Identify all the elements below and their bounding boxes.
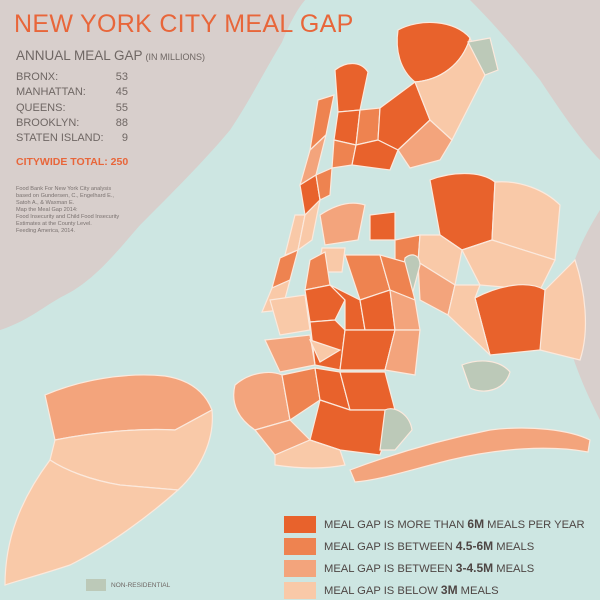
stat-value: 53 xyxy=(115,71,128,83)
borough-stats: BRONX: 53 MANHATTAN: 45 QUEENS: 55 BROOKLYN… xyxy=(16,70,128,146)
queens-south-b xyxy=(447,284,492,357)
citywide-total: CITYWIDE TOTAL: 250 xyxy=(16,156,129,168)
source-line: Food Bank For New York City analysis xyxy=(16,186,112,192)
legend-label: MEAL GAP IS BETWEEN 4.5-6M MEALS xyxy=(324,539,534,553)
bronx-soundview xyxy=(397,119,453,169)
queens-east xyxy=(539,258,587,361)
source-line: based on Gundersen, C., Engelhard E., xyxy=(16,193,114,199)
bronx xyxy=(331,21,499,171)
legend-swatch xyxy=(284,537,316,555)
source-citation: Food Bank For New York City analysis bas… xyxy=(16,186,141,235)
stat-value: 9 xyxy=(121,132,128,145)
map-subtitle: ANNUAL MEAL GAP (IN MILLIONS) xyxy=(16,48,205,63)
stat-value: 88 xyxy=(115,116,128,129)
staten-island-south xyxy=(4,459,180,586)
legend-suffix: MEALS xyxy=(457,585,499,597)
source-line: Food Insecurity and Child Food Insecurit… xyxy=(16,214,120,220)
legend-item: MEAL GAP IS BELOW 3M MEALS xyxy=(284,579,585,600)
hudson-river xyxy=(245,0,350,250)
legend-suffix: MEALS xyxy=(493,563,535,575)
legend-prefix: MEAL GAP IS MORE THAN xyxy=(324,519,468,531)
stat-name: STATEN ISLAND: xyxy=(16,132,104,145)
stat-row-staten-island: STATEN ISLAND: 9 xyxy=(16,131,128,146)
staten-island xyxy=(4,374,213,586)
queens-jackson-heights xyxy=(369,211,396,241)
legend-swatch xyxy=(284,515,316,533)
stat-name: QUEENS: xyxy=(16,101,66,114)
brooklyn xyxy=(233,247,421,469)
bronx-riverdale xyxy=(334,62,369,113)
stat-row-manhattan: MANHATTAN: 45 xyxy=(16,85,128,100)
legend-suffix: MEALS PER YEAR xyxy=(484,519,585,531)
new-jersey-land xyxy=(0,0,305,330)
brooklyn-canarsie xyxy=(384,329,421,376)
stat-row-brooklyn: BROOKLYN: 88 xyxy=(16,116,128,131)
non-residential-key: NON-RESIDENTIAL xyxy=(86,579,170,591)
source-line: Map the Meal Gap 2014: xyxy=(16,207,78,213)
stat-name: BRONX: xyxy=(16,71,59,83)
queens-astoria xyxy=(319,202,366,246)
brooklyn-park-slope xyxy=(269,294,311,336)
legend-swatch xyxy=(284,559,316,577)
legend-prefix: MEAL GAP IS BETWEEN xyxy=(324,563,456,575)
stat-name: MANHATTAN: xyxy=(16,86,86,99)
brooklyn-sunset-park xyxy=(264,334,316,373)
bronx-east xyxy=(414,36,486,141)
brooklyn-park-nonres xyxy=(379,408,413,451)
non-residential-label: NON-RESIDENTIAL xyxy=(111,581,171,589)
subtitle-unit: (IN MILLIONS) xyxy=(145,52,206,62)
bronx-south-b xyxy=(351,139,399,171)
manhattan-east-harlem xyxy=(315,167,333,201)
stat-row-bronx: BRONX: 53 xyxy=(16,70,128,85)
queens-rockaway xyxy=(349,427,591,483)
non-residential-swatch xyxy=(86,579,106,591)
manhattan xyxy=(261,94,335,313)
stat-value: 55 xyxy=(115,101,128,114)
brooklyn-kensington xyxy=(308,338,342,363)
legend-item: MEAL GAP IS MORE THAN 6M MEALS PER YEAR xyxy=(284,513,585,535)
legend-bold: 4.5-6M xyxy=(455,539,494,553)
legend: MEAL GAP IS MORE THAN 6M MEALS PER YEAR … xyxy=(284,513,585,600)
westchester-land xyxy=(470,0,600,160)
queens-bayside xyxy=(491,181,561,261)
legend-bold: 3M xyxy=(440,583,458,597)
legend-label: MEAL GAP IS MORE THAN 6M MEALS PER YEAR xyxy=(324,517,585,531)
bronx-west-b xyxy=(355,107,381,146)
stat-value: 45 xyxy=(115,86,128,99)
legend-item: MEAL GAP IS BETWEEN 4.5-6M MEALS xyxy=(284,535,585,557)
subtitle-text: ANNUAL MEAL GAP xyxy=(16,48,143,63)
legend-prefix: MEAL GAP IS BELOW xyxy=(324,585,441,597)
manhattan-upper-east xyxy=(297,198,321,252)
bronx-park-nonres xyxy=(467,37,499,76)
legend-item: MEAL GAP IS BETWEEN 3-4.5M MEALS xyxy=(284,557,585,579)
stat-row-queens: QUEENS: 55 xyxy=(16,101,128,116)
legend-bold: 6M xyxy=(467,517,485,531)
legend-label: MEAL GAP IS BELOW 3M MEALS xyxy=(324,583,499,597)
legend-swatch xyxy=(284,581,316,599)
source-line: Satoh A., & Waxman E. xyxy=(16,200,75,206)
legend-bold: 3-4.5M xyxy=(455,561,494,575)
legend-suffix: MEALS xyxy=(493,541,535,553)
brooklyn-flatlands xyxy=(339,371,396,411)
brooklyn-coney-island xyxy=(274,439,346,469)
queens xyxy=(319,172,591,483)
brooklyn-bed-stuy xyxy=(304,284,346,323)
stat-name: BROOKLYN: xyxy=(16,116,80,129)
source-line: Feeding America, 2014. xyxy=(16,228,76,234)
legend-prefix: MEAL GAP IS BETWEEN xyxy=(324,541,456,553)
queens-park-nonres-b xyxy=(461,360,511,392)
map-title: NEW YORK CITY MEAL GAP xyxy=(14,10,354,38)
legend-label: MEAL GAP IS BETWEEN 3-4.5M MEALS xyxy=(324,561,534,575)
source-line: Estimates at the County Level. xyxy=(16,221,92,227)
